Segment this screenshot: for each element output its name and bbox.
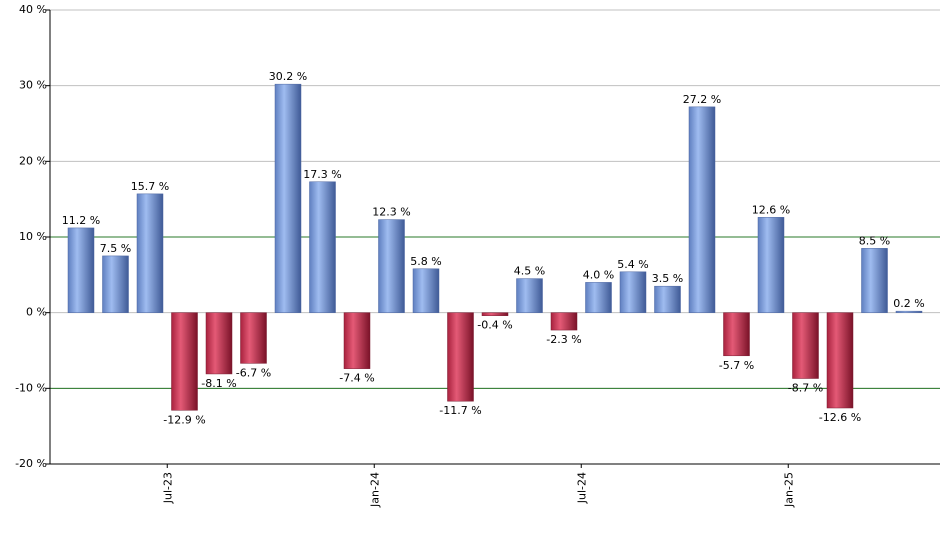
bar (136, 193, 164, 313)
bar-value-label: 11.2 % (62, 214, 100, 227)
y-tick-label: 0 % (26, 306, 47, 319)
bar-value-label: 8.5 % (859, 234, 890, 247)
bar-value-label: 30.2 % (269, 70, 307, 83)
bar-value-label: 3.5 % (652, 272, 683, 285)
x-tick-label: Jan-25 (782, 472, 795, 508)
bar (309, 181, 336, 313)
bar (240, 312, 267, 364)
y-tick-label: 40 % (19, 3, 47, 16)
bar-value-label: 5.4 % (617, 258, 648, 271)
bar-value-label: 4.0 % (583, 268, 614, 281)
bar-value-label: 12.3 % (372, 206, 410, 219)
bar (205, 312, 233, 375)
bar (516, 278, 543, 313)
bar (619, 271, 647, 313)
x-tick-label: Jul-23 (161, 472, 174, 504)
bar-value-label: 5.8 % (410, 255, 441, 268)
y-tick-label: 20 % (19, 154, 47, 167)
bar-value-label: -12.6 % (819, 411, 861, 424)
x-tick-label: Jul-24 (575, 472, 588, 504)
x-tick-label: Jan-24 (368, 472, 381, 508)
bar (67, 227, 95, 313)
y-tick-label: 30 % (19, 79, 47, 92)
bar-value-label: 4.5 % (514, 265, 545, 278)
bar (550, 312, 578, 331)
bar-value-label: 27.2 % (683, 93, 721, 106)
bar-value-label: -8.7 % (788, 381, 823, 394)
bar-value-label: -5.7 % (719, 359, 754, 372)
bar (688, 106, 716, 313)
bar (723, 312, 750, 357)
bar-value-label: 0.2 % (893, 297, 924, 310)
bar (654, 285, 681, 313)
bar (585, 282, 612, 313)
bar (171, 312, 198, 411)
bar (343, 312, 371, 369)
bar-value-label: 12.6 % (752, 203, 790, 216)
bar (826, 312, 854, 409)
bar (895, 310, 923, 313)
bar (447, 312, 474, 402)
bar-value-label: -0.4 % (477, 319, 512, 332)
bar (481, 312, 509, 316)
bar (861, 248, 888, 313)
bar (757, 217, 785, 313)
bar-value-label: -2.3 % (546, 333, 581, 346)
bar-value-label: -11.7 % (439, 404, 481, 417)
bar (378, 219, 405, 313)
bar (102, 255, 129, 313)
reference-lines (50, 236, 940, 389)
bar (792, 312, 819, 379)
bar-value-label: 7.5 % (100, 242, 131, 255)
axes: -20 % -10 % 0 % 10 % 20 % 30 % 40 % Jul-23 Jan-2… (15, 3, 940, 508)
y-tick-label: 10 % (19, 230, 47, 243)
bar-value-label: -12.9 % (163, 413, 205, 426)
y-tick-label: -10 % (15, 381, 47, 394)
bar-value-label: -8.1 % (201, 377, 236, 390)
bars (67, 83, 923, 411)
bar-value-label: 17.3 % (303, 168, 341, 181)
bar-value-label: -6.7 % (236, 366, 271, 379)
bar (412, 268, 440, 313)
value-labels: 11.2 % 7.5 % 15.7 % -12.9 % -8.1 %-6.7 % 30.2… (62, 70, 925, 426)
bar-value-label: 15.7 % (131, 180, 169, 193)
bar (274, 83, 302, 313)
y-tick-label: -20 % (15, 457, 47, 470)
bar-value-label: -7.4 % (339, 372, 374, 385)
